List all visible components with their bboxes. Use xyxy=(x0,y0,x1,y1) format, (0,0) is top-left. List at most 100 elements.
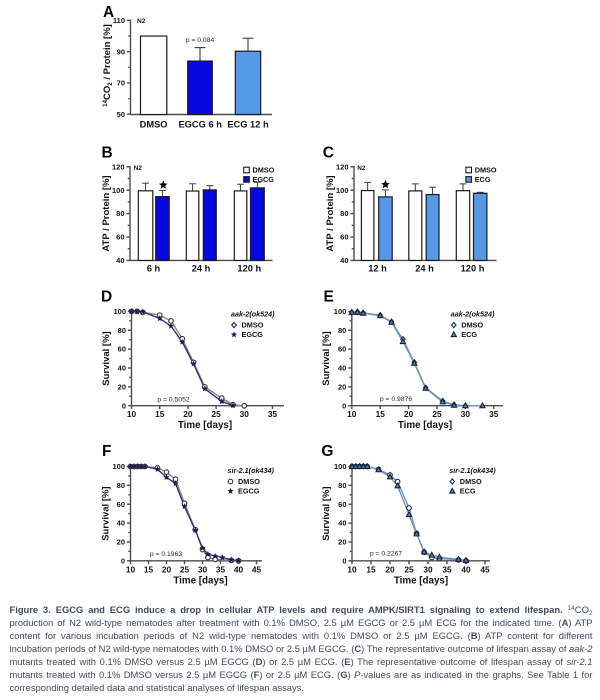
svg-text:35: 35 xyxy=(268,409,278,419)
svg-text:80: 80 xyxy=(338,481,346,490)
svg-text:60: 60 xyxy=(118,345,126,354)
svg-text:100: 100 xyxy=(112,186,125,195)
svg-text:20: 20 xyxy=(162,564,172,574)
svg-text:10: 10 xyxy=(347,409,357,419)
svg-text:40: 40 xyxy=(338,519,346,528)
svg-text:20: 20 xyxy=(404,409,414,419)
svg-text:aak-2(ok524): aak-2(ok524) xyxy=(451,310,495,319)
svg-text:D: D xyxy=(101,289,112,306)
svg-text:DMSO: DMSO xyxy=(238,477,260,486)
svg-text:ATP / Protein [%]: ATP / Protein [%] xyxy=(101,175,112,251)
svg-text:90: 90 xyxy=(117,47,125,56)
svg-text:15: 15 xyxy=(144,564,154,574)
svg-text:0: 0 xyxy=(342,556,346,565)
svg-text:EGCG: EGCG xyxy=(242,330,264,339)
svg-text:100: 100 xyxy=(336,186,349,195)
svg-text:100: 100 xyxy=(334,307,347,316)
svg-text:24 h: 24 h xyxy=(192,263,211,273)
svg-text:DMSO: DMSO xyxy=(475,166,497,175)
svg-text:10: 10 xyxy=(347,564,357,574)
svg-text:sir-2.1(ok434): sir-2.1(ok434) xyxy=(228,466,275,475)
svg-text:p = 0.9876: p = 0.9876 xyxy=(380,396,413,403)
svg-text:40: 40 xyxy=(116,256,124,265)
svg-text:0: 0 xyxy=(342,401,346,410)
svg-text:Time [days]: Time [days] xyxy=(178,420,232,431)
svg-text:80: 80 xyxy=(116,209,124,218)
svg-text:10: 10 xyxy=(127,409,137,419)
svg-text:EGCG 6 h: EGCG 6 h xyxy=(178,120,222,130)
svg-text:p = 0.2267: p = 0.2267 xyxy=(370,551,403,558)
svg-text:ECG 12 h: ECG 12 h xyxy=(227,120,269,130)
svg-text:60: 60 xyxy=(340,233,348,242)
svg-text:20: 20 xyxy=(385,564,395,574)
svg-text:40: 40 xyxy=(117,519,125,528)
svg-text:35: 35 xyxy=(442,564,452,574)
svg-text:Time [days]: Time [days] xyxy=(394,575,448,586)
svg-text:20: 20 xyxy=(338,382,346,391)
svg-text:35: 35 xyxy=(216,564,226,574)
svg-text:80: 80 xyxy=(118,326,126,335)
svg-text:0: 0 xyxy=(121,556,125,565)
svg-text:DMSO: DMSO xyxy=(253,166,275,175)
svg-text:sir-2.1(ok434): sir-2.1(ok434) xyxy=(449,466,496,475)
svg-text:ATP / Protein [%]: ATP / Protein [%] xyxy=(325,175,336,251)
svg-text:30: 30 xyxy=(461,409,471,419)
svg-text:40: 40 xyxy=(340,256,348,265)
svg-text:ECG: ECG xyxy=(475,175,491,184)
svg-text:DMSO: DMSO xyxy=(242,321,264,330)
svg-text:15: 15 xyxy=(376,409,386,419)
svg-text:A: A xyxy=(103,4,114,21)
svg-text:DMSO: DMSO xyxy=(460,477,482,486)
svg-text:Survival [%]: Survival [%] xyxy=(321,486,332,540)
svg-text:60: 60 xyxy=(338,345,346,354)
svg-text:40: 40 xyxy=(461,564,471,574)
svg-text:20: 20 xyxy=(118,382,126,391)
svg-text:EGCG: EGCG xyxy=(238,487,260,496)
svg-text:30: 30 xyxy=(198,564,208,574)
svg-text:20: 20 xyxy=(338,538,346,547)
svg-text:DMSO: DMSO xyxy=(461,321,483,330)
svg-text:40: 40 xyxy=(234,564,244,574)
svg-text:N2: N2 xyxy=(134,165,143,172)
svg-text:10: 10 xyxy=(126,564,136,574)
svg-text:6 h: 6 h xyxy=(147,263,161,273)
svg-text:F: F xyxy=(102,443,111,460)
svg-text:80: 80 xyxy=(340,209,348,218)
svg-text:100: 100 xyxy=(113,307,126,316)
svg-text:45: 45 xyxy=(480,564,490,574)
svg-text:Time [days]: Time [days] xyxy=(173,575,227,586)
svg-text:B: B xyxy=(102,145,113,162)
svg-text:120: 120 xyxy=(336,162,349,171)
svg-text:EGCG: EGCG xyxy=(253,175,275,184)
svg-text:40: 40 xyxy=(118,364,126,373)
svg-text:120: 120 xyxy=(112,162,125,171)
svg-text:aak-2(ok524): aak-2(ok524) xyxy=(231,310,275,319)
svg-text:p = 0.1963: p = 0.1963 xyxy=(150,551,183,558)
svg-text:50: 50 xyxy=(117,110,125,119)
svg-text:15: 15 xyxy=(155,409,165,419)
svg-text:40: 40 xyxy=(338,364,346,373)
svg-text:ECG: ECG xyxy=(460,487,476,496)
svg-text:60: 60 xyxy=(117,500,125,509)
svg-text:DMSO: DMSO xyxy=(140,120,168,130)
svg-text:30: 30 xyxy=(423,564,433,574)
svg-text:p = 0.084: p = 0.084 xyxy=(186,37,215,44)
svg-text:60: 60 xyxy=(116,233,124,242)
svg-text:25: 25 xyxy=(432,409,442,419)
svg-text:C: C xyxy=(323,145,334,162)
svg-text:100: 100 xyxy=(112,462,125,471)
svg-text:Time [days]: Time [days] xyxy=(398,420,452,431)
svg-text:30: 30 xyxy=(240,409,250,419)
svg-text:14CO2 / Protein [%]: 14CO2 / Protein [%] xyxy=(102,24,114,107)
svg-text:0: 0 xyxy=(122,401,126,410)
svg-text:35: 35 xyxy=(489,409,499,419)
svg-text:E: E xyxy=(324,289,334,306)
svg-text:Survival [%]: Survival [%] xyxy=(101,331,112,385)
svg-text:120 h: 120 h xyxy=(461,263,485,273)
svg-text:60: 60 xyxy=(338,500,346,509)
svg-text:100: 100 xyxy=(334,462,347,471)
svg-text:24 h: 24 h xyxy=(415,263,434,273)
svg-text:120 h: 120 h xyxy=(237,263,261,273)
svg-text:25: 25 xyxy=(211,409,221,419)
svg-text:25: 25 xyxy=(180,564,190,574)
